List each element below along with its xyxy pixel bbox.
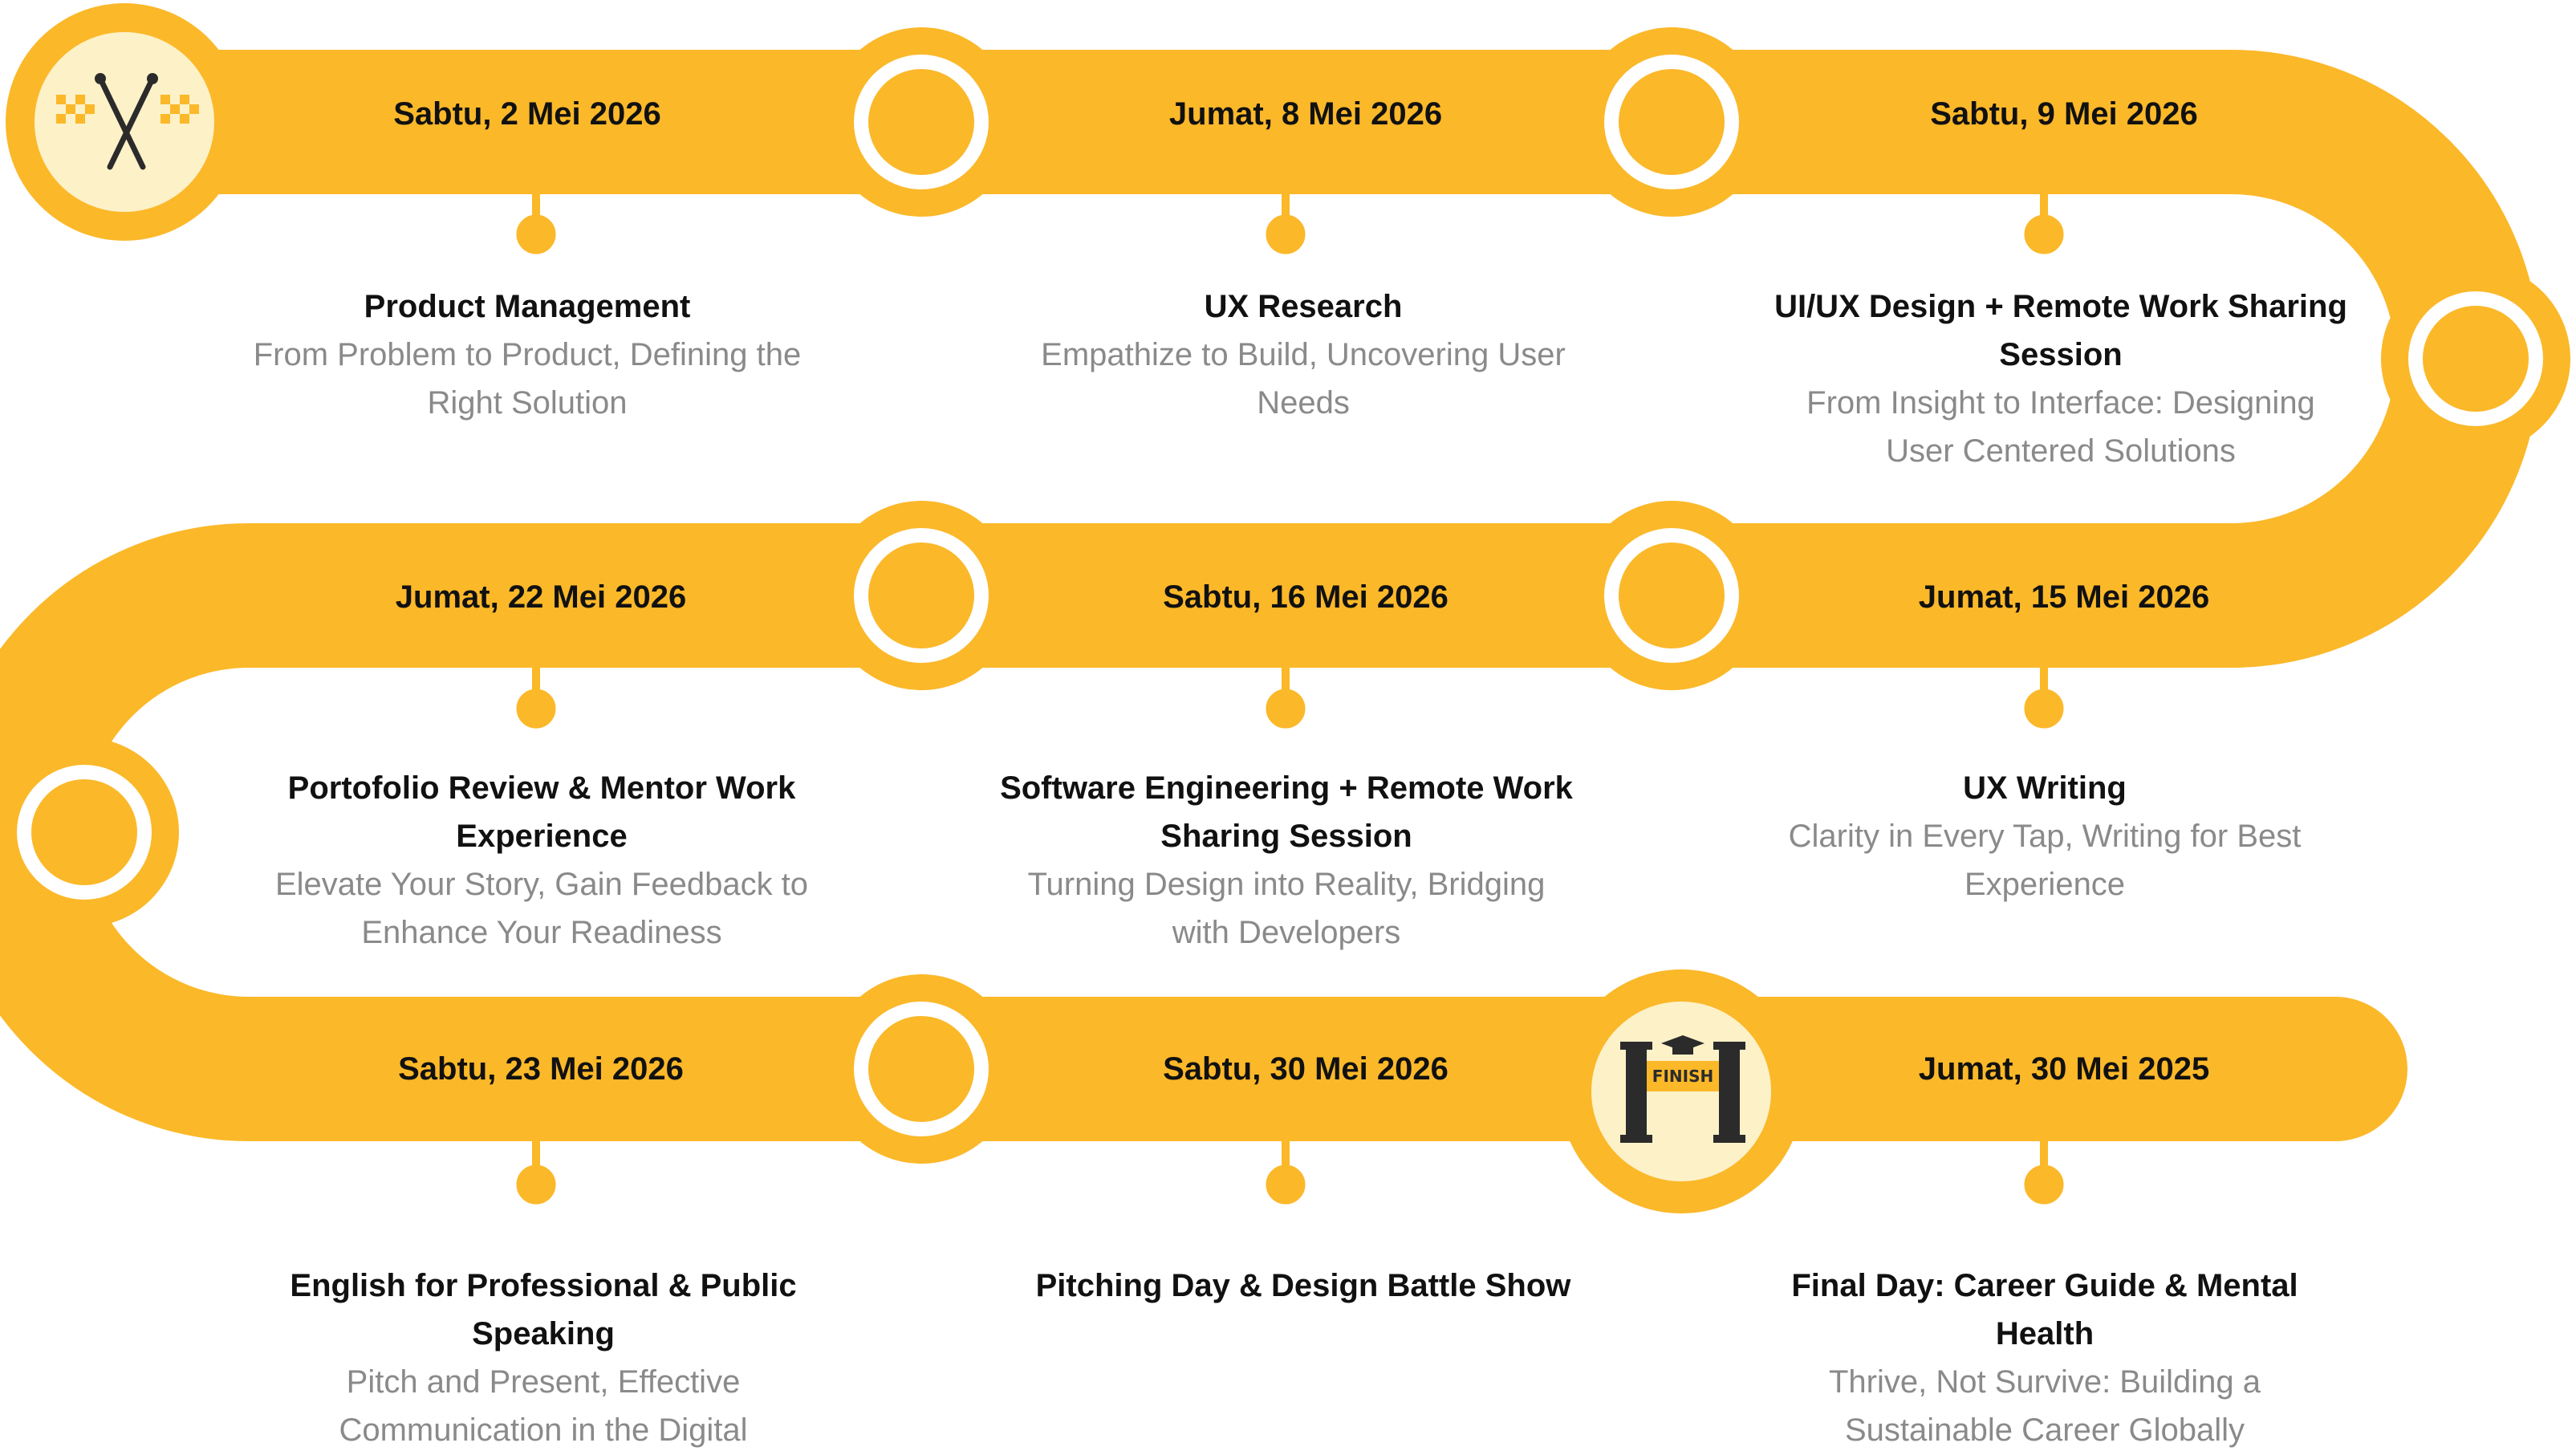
road-path [0,49,2540,1141]
session-description: Pitch and Present, Effective Communicati… [339,1364,748,1448]
waypoint-ring [1577,501,1766,690]
session-title: Pitching Day & Design Battle Show [1035,1268,1571,1303]
session-block: Software Engineering + Remote Work Shari… [997,764,1575,957]
session-date: Jumat, 15 Mei 2026 [1918,579,2210,615]
session-description: Empathize to Build, Uncovering User Need… [1041,337,1566,421]
session-title: UX Research [1204,289,1403,324]
waypoint-ring [0,738,179,927]
start-badge [6,3,243,241]
connector-pin [1266,1141,1306,1205]
checkered-flags-icon [56,73,199,170]
finish-label: FINISH [1652,1067,1713,1086]
session-date: Sabtu, 2 Mei 2026 [393,96,661,132]
session-title: Final Day: Career Guide & Mental Health [1791,1268,2298,1351]
session-description: From Problem to Product, Defining the Ri… [253,337,802,421]
session-date: Sabtu, 16 Mei 2026 [1163,579,1448,615]
session-block: Pitching Day & Design Battle Show [1014,1262,1592,1310]
connector-pin [2024,1141,2064,1205]
waypoint-ring [827,974,1016,1164]
session-description: Clarity in Every Tap, Writing for Best E… [1788,819,2302,902]
session-title: UX Writing [1963,770,2127,806]
connector-pin [2024,668,2064,729]
session-date: Jumat, 22 Mei 2026 [395,579,687,615]
waypoint-ring [827,27,1016,217]
session-title: Software Engineering + Remote Work Shari… [1000,770,1573,854]
session-block: UX Research Empathize to Build, Uncoveri… [1014,282,1592,427]
session-description: From Insight to Interface: Designing Use… [1806,385,2315,469]
connector-pin [516,1141,556,1205]
session-block: Product Management From Problem to Produ… [238,282,816,427]
connector-pin [1266,194,1306,254]
connector-pin [516,668,556,729]
connector-pin [1266,668,1306,729]
session-block: English for Professional & Public Speaki… [254,1262,832,1454]
session-title: English for Professional & Public Speaki… [290,1268,797,1351]
session-description: Thrive, Not Survive: Building a Sustaina… [1828,1364,2261,1448]
session-title: UI/UX Design + Remote Work Sharing Sessi… [1774,289,2347,372]
waypoint-ring [1577,27,1766,217]
waypoint-ring [2381,264,2570,453]
finish-badge: FINISH [1559,969,1803,1213]
session-title: Portofolio Review & Mentor Work Experien… [287,770,796,854]
waypoint-ring [827,501,1016,690]
session-date: Sabtu, 9 Mei 2026 [1930,96,2198,132]
connector-pin [516,194,556,254]
finish-gate-icon: FINISH [1620,1035,1745,1143]
session-date: Sabtu, 30 Mei 2026 [1163,1051,1448,1087]
session-date: Jumat, 30 Mei 2025 [1918,1051,2210,1087]
session-description: Elevate Your Story, Gain Feedback to Enh… [274,867,809,950]
session-block: UX Writing Clarity in Every Tap, Writing… [1756,764,2334,908]
session-title: Product Management [364,289,691,324]
connector-pin [2024,194,2064,254]
session-date: Sabtu, 23 Mei 2026 [398,1051,684,1087]
session-block: Final Day: Career Guide & Mental Health … [1756,1262,2334,1454]
session-block: Portofolio Review & Mentor Work Experien… [253,764,831,957]
session-block: UI/UX Design + Remote Work Sharing Sessi… [1772,282,2350,475]
session-description: Turning Design into Reality, Bridging wi… [1027,867,1546,950]
session-date: Jumat, 8 Mei 2026 [1168,96,1443,132]
